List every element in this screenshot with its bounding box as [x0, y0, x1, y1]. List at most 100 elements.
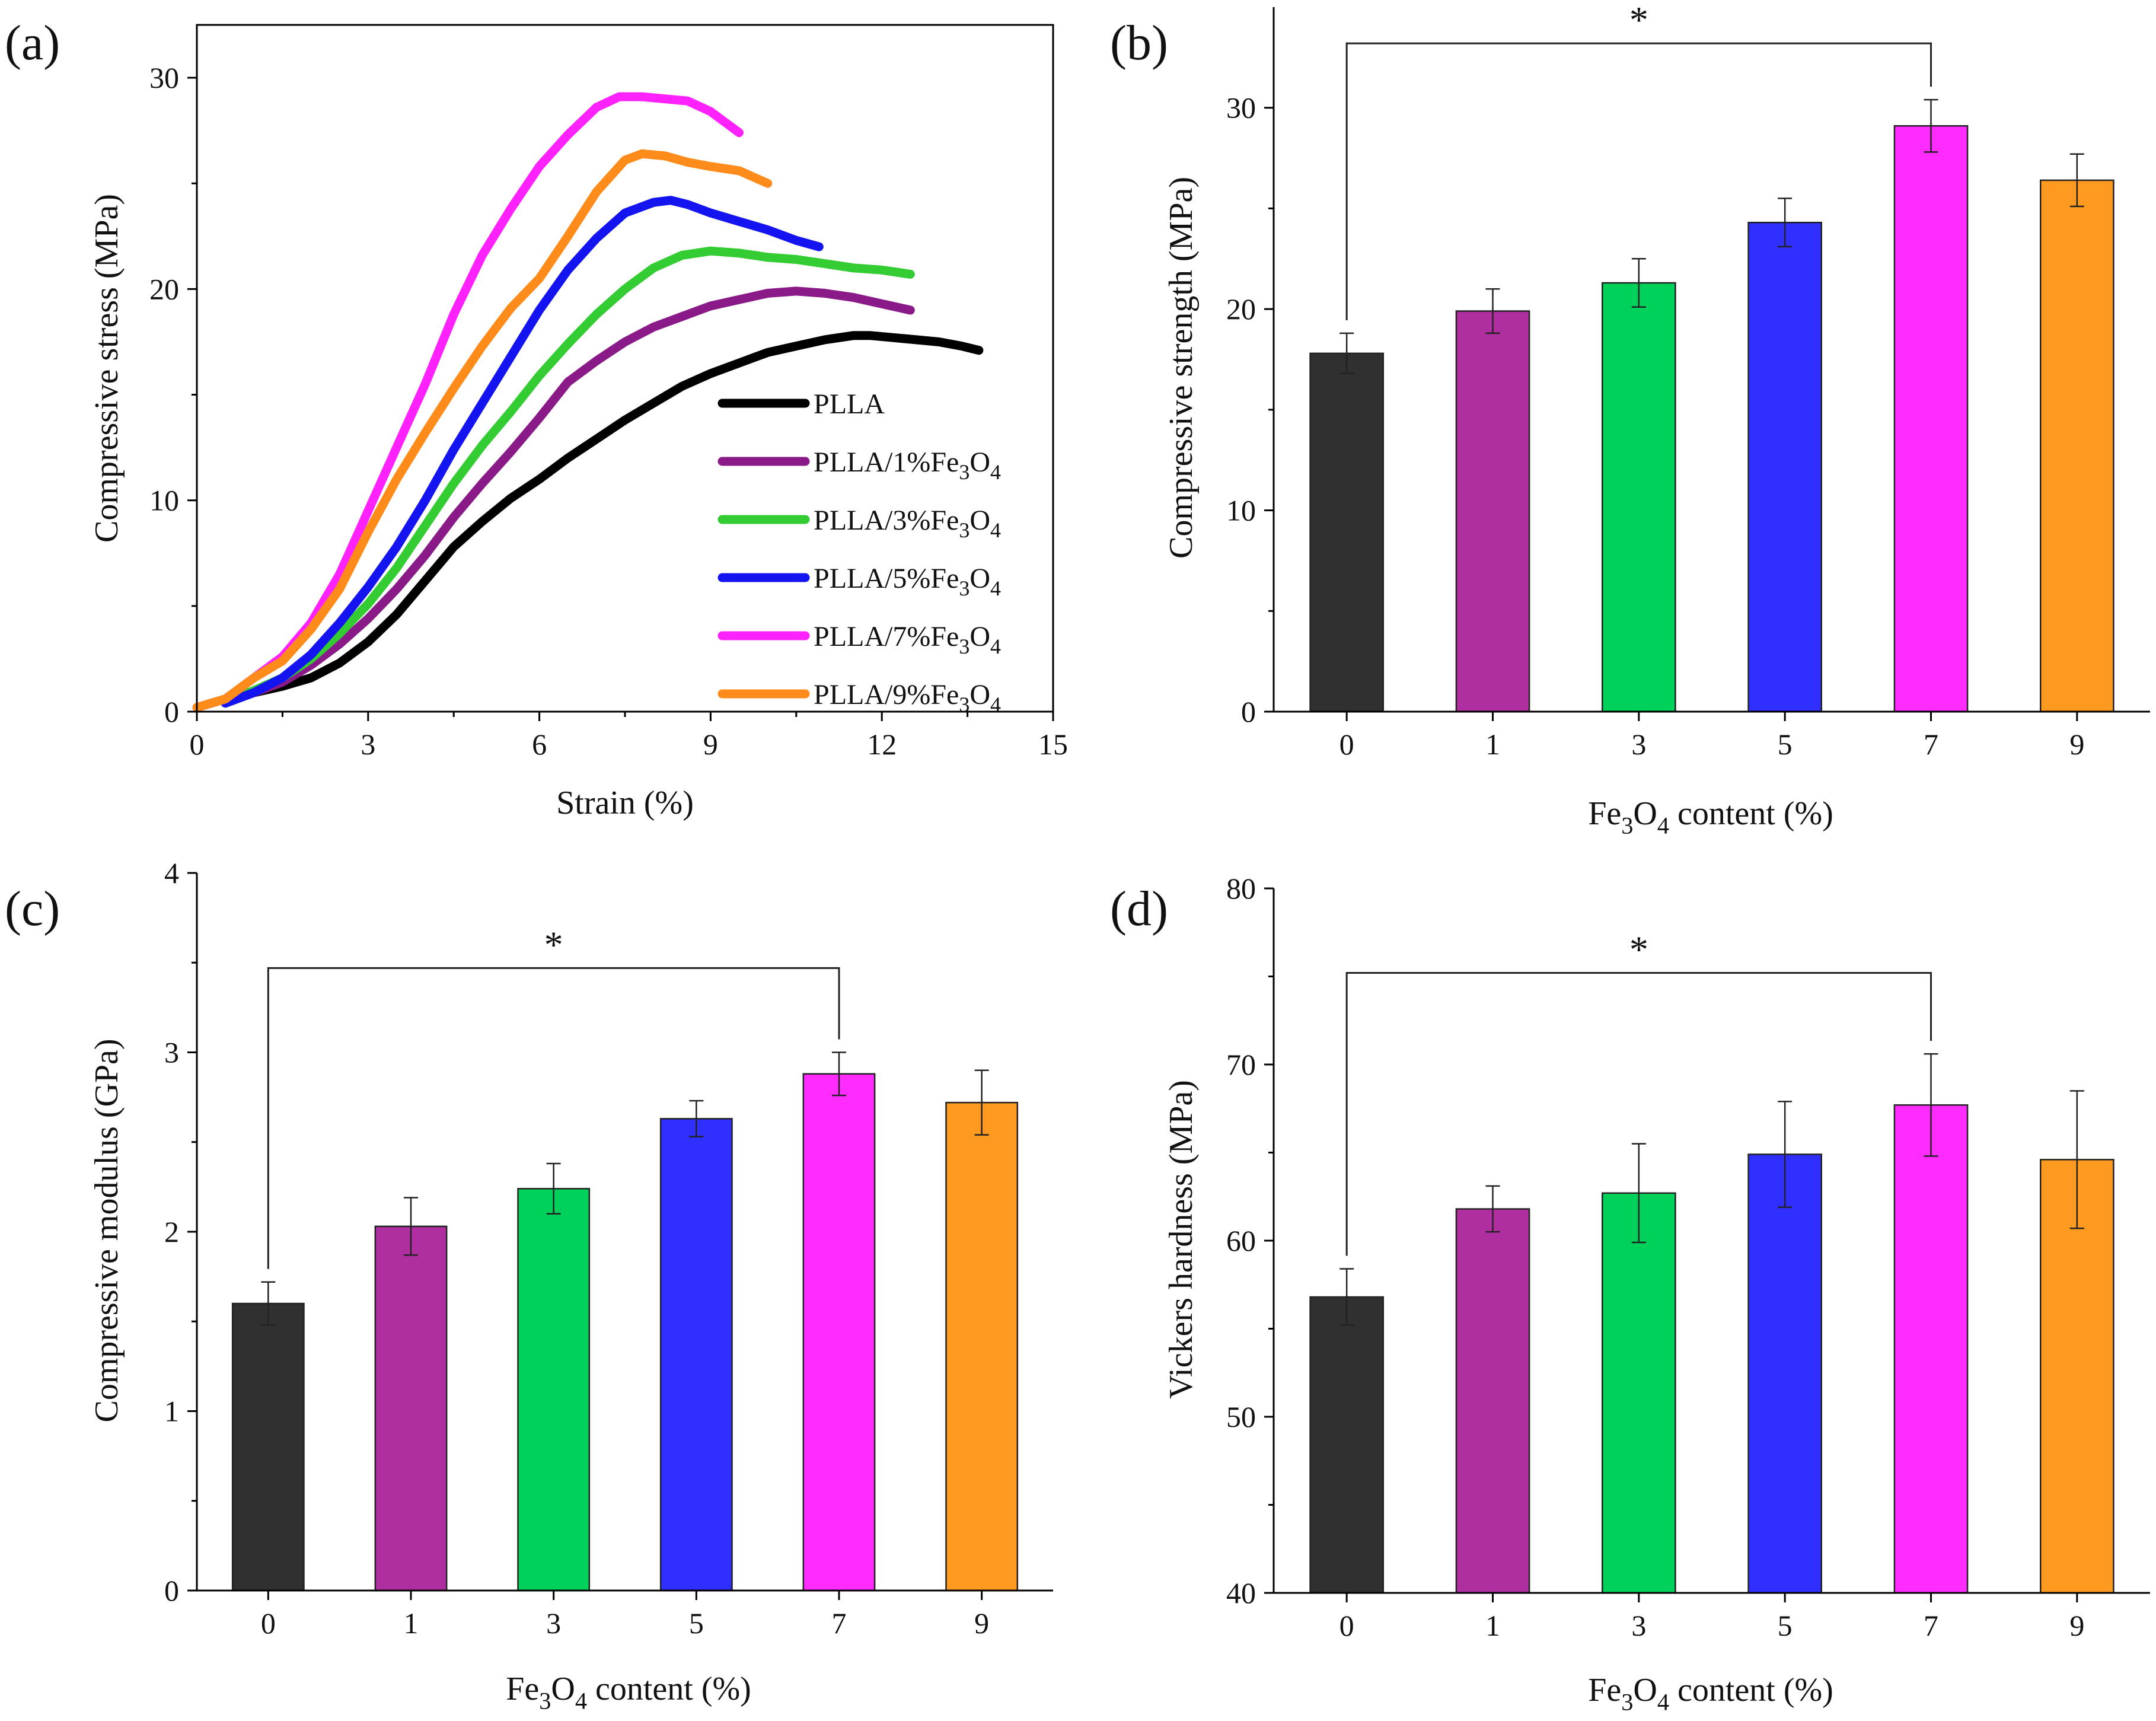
- bar: [1455, 1208, 1530, 1594]
- legend-entry-label: PLLA/5%Fe3O4: [814, 563, 1001, 600]
- legend-entry-label: PLLA/9%Fe3O4: [814, 679, 1001, 716]
- x-axis-label-subscript-3: 3: [1621, 812, 1633, 839]
- x-tick-label: 7: [832, 1607, 847, 1640]
- y-axis-label: Compressive strength (MPa): [1163, 177, 1200, 559]
- significance-star: *: [1629, 0, 1648, 41]
- x-tick-label: 5: [1778, 728, 1793, 761]
- legend-label-subscript-4: 4: [990, 518, 1001, 542]
- legend-label-subscript-4: 4: [990, 576, 1001, 600]
- series-line-plla-3-fe3o4: [221, 246, 915, 706]
- bar: [802, 1073, 876, 1592]
- x-axis-label: Fe3O4 content (%): [1588, 795, 1833, 839]
- bar: [1455, 310, 1530, 713]
- legend-label-main: PLLA/3%Fe: [814, 505, 959, 536]
- x-axis-label-subscript-3: 3: [1621, 1689, 1633, 1716]
- legend-label-main: PLLA/1%Fe: [814, 447, 959, 478]
- series-line-plla-5-fe3o4: [221, 196, 824, 708]
- legend-label-main: PLLA/7%Fe: [814, 621, 959, 652]
- y-tick-label: 0: [1241, 695, 1256, 728]
- bar: [517, 1188, 591, 1592]
- panel-label: (b): [1110, 15, 1168, 71]
- y-tick-label: 10: [149, 484, 179, 517]
- series-line-plla-1-fe3o4: [221, 286, 915, 708]
- x-tick-label: 9: [703, 728, 718, 761]
- y-tick-label: 20: [149, 272, 179, 305]
- bar: [1602, 282, 1676, 713]
- legend-label-main: PLLA/9%Fe: [814, 679, 959, 710]
- bar: [1747, 1153, 1822, 1594]
- bar: [2040, 1159, 2114, 1594]
- legend-label-o: O: [969, 505, 990, 536]
- x-tick-label: 3: [1631, 1609, 1646, 1642]
- legend-label-main: PLLA: [814, 388, 885, 420]
- legend-label-main: PLLA/5%Fe: [814, 563, 959, 594]
- x-tick-label: 9: [974, 1607, 989, 1640]
- x-axis-label-subscript-4: 4: [575, 1688, 587, 1714]
- legend-label-o: O: [969, 621, 990, 652]
- x-tick-label: 5: [689, 1607, 704, 1640]
- bar: [2040, 179, 2114, 713]
- x-axis-label: Fe3O4 content (%): [506, 1671, 751, 1714]
- x-axis-label-part: Fe: [506, 1671, 539, 1707]
- x-axis-label: Strain (%): [556, 785, 694, 821]
- y-tick-label: 3: [164, 1036, 179, 1069]
- legend-label-subscript-3: 3: [959, 576, 969, 600]
- x-tick-label: 9: [2069, 1609, 2084, 1642]
- bar: [1893, 1104, 1969, 1594]
- legend-label-subscript-4: 4: [990, 460, 1001, 484]
- x-tick-label: 0: [1339, 1609, 1354, 1642]
- x-axis-label-subscript-4: 4: [1657, 1689, 1669, 1716]
- x-axis-label-part: Fe: [1588, 795, 1621, 832]
- legend-entry-label: PLLA/3%Fe3O4: [814, 505, 1001, 542]
- y-tick-label: 0: [164, 695, 179, 728]
- x-tick-label: 7: [1924, 728, 1938, 761]
- legend-label-o: O: [969, 447, 990, 478]
- x-tick-label: 3: [1631, 728, 1646, 761]
- x-axis-label-part: Fe: [1588, 1672, 1621, 1709]
- x-tick-label: 6: [532, 728, 547, 761]
- series-line-plla-9-fe3o4: [192, 149, 773, 712]
- bar: [1309, 352, 1384, 713]
- x-axis-label: Fe3O4 content (%): [1588, 1672, 1833, 1716]
- x-tick-label: 0: [190, 728, 205, 761]
- series-line-plla: [249, 331, 984, 697]
- x-axis-label-part: content (%): [587, 1671, 751, 1707]
- panel-a-stress-strain-chart: (a) 0 3 6 9 12 15 0 10 20 30 Strain (%) Compressive …: [5, 15, 1068, 821]
- x-tick-label: 1: [1485, 1609, 1500, 1642]
- y-tick-label: 30: [1226, 91, 1256, 125]
- bar: [1893, 125, 1969, 713]
- y-tick-label: 80: [1226, 872, 1256, 905]
- bar: [659, 1118, 733, 1592]
- bar: [945, 1101, 1019, 1592]
- panel-label: (c): [5, 881, 60, 936]
- x-tick-label: 0: [261, 1607, 276, 1640]
- y-tick-label: 2: [164, 1215, 179, 1248]
- legend-label-o: O: [969, 563, 990, 594]
- legend-entry-label: PLLA: [814, 388, 885, 420]
- legend-label-subscript-3: 3: [959, 693, 969, 716]
- x-tick-label: 15: [1038, 728, 1068, 761]
- legend-entry-label: PLLA/1%Fe3O4: [814, 447, 1001, 484]
- legend-label-subscript-4: 4: [990, 635, 1001, 658]
- x-tick-label: 3: [546, 1607, 561, 1640]
- x-tick-label: 1: [1485, 728, 1500, 761]
- x-tick-label: 7: [1924, 1609, 1938, 1642]
- bar: [1747, 221, 1822, 713]
- y-axis-label: Vickers hardness (MPa): [1163, 1080, 1200, 1399]
- x-tick-label: 5: [1778, 1609, 1793, 1642]
- y-tick-label: 1: [164, 1395, 179, 1428]
- x-axis-label-subscript-3: 3: [539, 1688, 551, 1714]
- y-tick-label: 10: [1226, 494, 1256, 527]
- significance-bracket: [1345, 42, 1932, 320]
- bar: [1309, 1296, 1384, 1594]
- bar: [1602, 1192, 1676, 1594]
- x-tick-label: 0: [1339, 728, 1354, 761]
- y-tick-label: 0: [164, 1574, 179, 1607]
- x-axis-label-part: O: [1633, 1672, 1657, 1709]
- significance-bracket: [267, 967, 840, 1269]
- significance-star: *: [1629, 929, 1648, 971]
